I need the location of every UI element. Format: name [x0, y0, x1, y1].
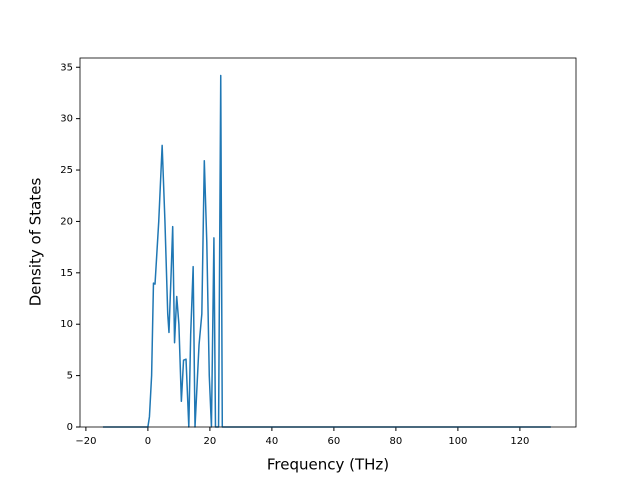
x-tick-label: 100 [448, 436, 467, 447]
y-tick-label: 5 [67, 371, 73, 382]
x-tick-label: 120 [510, 436, 529, 447]
x-tick-label: 0 [145, 436, 151, 447]
y-tick-label: 10 [60, 319, 73, 330]
y-tick-label: 0 [67, 422, 73, 433]
line-series [102, 74, 551, 428]
y-tick-label: 35 [60, 62, 73, 73]
y-tick-label: 25 [60, 165, 73, 176]
x-tick-label: 80 [390, 436, 403, 447]
y-axis-label: Density of States [27, 178, 45, 307]
x-tick-label: 40 [266, 436, 279, 447]
x-tick-label: 60 [328, 436, 341, 447]
y-tick-label: 20 [60, 216, 73, 227]
plot-frame [79, 57, 577, 428]
x-tick-label: −20 [75, 436, 96, 447]
x-tick-label: 20 [204, 436, 217, 447]
y-tick-label: 30 [60, 114, 73, 125]
x-axis-label: Frequency (THz) [267, 456, 389, 474]
y-tick-label: 15 [60, 268, 73, 279]
